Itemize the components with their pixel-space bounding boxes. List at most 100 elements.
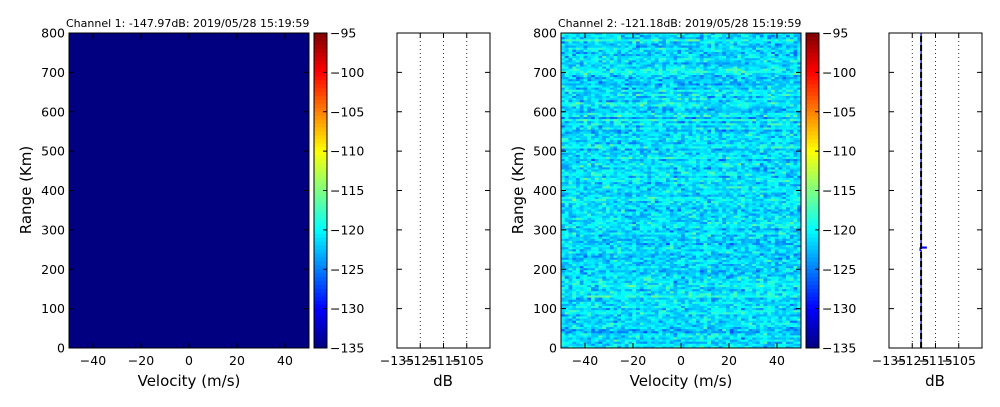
heatmap-cell bbox=[789, 121, 794, 124]
heatmap-cell bbox=[797, 152, 802, 156]
heatmap-cell bbox=[654, 85, 659, 88]
heatmap-cell bbox=[651, 62, 656, 65]
heatmap-cell bbox=[756, 142, 761, 145]
heatmap-cell bbox=[759, 108, 764, 112]
heatmap-cell bbox=[587, 154, 592, 158]
heatmap-cell bbox=[561, 89, 566, 93]
heatmap-cell bbox=[786, 89, 791, 93]
heatmap-cell bbox=[639, 91, 644, 95]
heatmap-cell bbox=[576, 45, 581, 49]
heatmap-cell bbox=[793, 150, 798, 154]
heatmap-cell bbox=[733, 91, 738, 95]
heatmap-cell bbox=[696, 150, 701, 154]
heatmap-cell bbox=[797, 35, 802, 38]
heatmap-cell bbox=[583, 167, 588, 170]
heatmap-cell bbox=[681, 81, 686, 84]
x-tick-label: 20 bbox=[229, 353, 245, 368]
heatmap-cell bbox=[591, 159, 596, 162]
heatmap-cell bbox=[699, 100, 704, 103]
heatmap-cell bbox=[733, 163, 738, 166]
heatmap-cell bbox=[662, 156, 667, 160]
heatmap-cell bbox=[718, 119, 723, 122]
heatmap-cell bbox=[636, 96, 641, 99]
heatmap-cell bbox=[651, 39, 656, 42]
colorbar-segment bbox=[314, 60, 327, 65]
heatmap-cell bbox=[684, 47, 689, 51]
heatmap-cell bbox=[639, 165, 644, 168]
heatmap-cell bbox=[722, 100, 727, 103]
heatmap-cell bbox=[759, 43, 764, 46]
heatmap-cell bbox=[594, 77, 599, 80]
heatmap-cell bbox=[774, 58, 779, 61]
heatmap-cell bbox=[733, 85, 738, 88]
heatmap-cell bbox=[651, 144, 656, 147]
heatmap-cell bbox=[714, 93, 719, 97]
heatmap-cell bbox=[688, 159, 693, 162]
heatmap-cell bbox=[579, 54, 584, 57]
heatmap-cell bbox=[763, 41, 768, 44]
heatmap-cell bbox=[677, 54, 682, 57]
heatmap-cell bbox=[576, 167, 581, 170]
heatmap-cell bbox=[602, 47, 607, 51]
heatmap-cell bbox=[579, 83, 584, 86]
heatmap-cell bbox=[639, 142, 644, 145]
heatmap-cell bbox=[587, 119, 592, 122]
heatmap-cell bbox=[744, 79, 749, 82]
heatmap-cell bbox=[718, 123, 723, 126]
heatmap-cell bbox=[714, 58, 719, 61]
heatmap-cell bbox=[763, 77, 768, 80]
heatmap-cell bbox=[752, 165, 757, 168]
heatmap-cell bbox=[643, 70, 648, 74]
heatmap-cell bbox=[602, 87, 607, 91]
heatmap-cell bbox=[617, 81, 622, 84]
heatmap-cell bbox=[793, 43, 798, 46]
heatmap-cell bbox=[636, 93, 641, 97]
heatmap-cell bbox=[703, 133, 708, 137]
heatmap-cell bbox=[613, 167, 618, 170]
heatmap-cell bbox=[624, 133, 629, 137]
heatmap-cell bbox=[741, 72, 746, 76]
heatmap-cell bbox=[613, 85, 618, 88]
colorbar-segment bbox=[314, 155, 327, 160]
heatmap-cell bbox=[741, 62, 746, 65]
heatmap-cell bbox=[594, 87, 599, 91]
heatmap-cell bbox=[684, 56, 689, 59]
heatmap-cell bbox=[684, 66, 689, 70]
heatmap-cell bbox=[782, 37, 787, 40]
heatmap-cell bbox=[748, 39, 753, 42]
heatmap-cell bbox=[666, 106, 671, 109]
heatmap-cell bbox=[786, 54, 791, 57]
heatmap-cell bbox=[748, 75, 753, 78]
heatmap-cell bbox=[658, 62, 663, 65]
heatmap-cell bbox=[639, 51, 644, 55]
heatmap-cell bbox=[692, 68, 697, 72]
heatmap-cell bbox=[699, 60, 704, 63]
heatmap-cell bbox=[789, 41, 794, 44]
heatmap-cell bbox=[613, 45, 618, 49]
heatmap-cell bbox=[583, 129, 588, 133]
heatmap-cell bbox=[602, 104, 607, 107]
heatmap-cell bbox=[628, 75, 633, 78]
heatmap-cell bbox=[711, 56, 716, 59]
y-tick-label: 500 bbox=[41, 144, 65, 159]
heatmap-cell bbox=[606, 49, 611, 53]
heatmap-cell bbox=[602, 117, 607, 120]
heatmap-cell bbox=[752, 106, 757, 109]
heatmap-cell bbox=[771, 39, 776, 42]
heatmap-cell bbox=[666, 89, 671, 93]
heatmap-cell bbox=[778, 108, 783, 112]
heatmap-cell bbox=[744, 60, 749, 63]
heatmap-cell bbox=[688, 156, 693, 160]
heatmap-cell bbox=[632, 133, 637, 137]
heatmap-cell bbox=[579, 58, 584, 61]
heatmap-cell bbox=[726, 41, 731, 44]
heatmap-cell bbox=[666, 47, 671, 51]
heatmap-cell bbox=[647, 156, 652, 160]
heatmap-cell bbox=[639, 144, 644, 147]
heatmap-cell bbox=[583, 98, 588, 101]
heatmap-cell bbox=[789, 112, 794, 116]
heatmap-cell bbox=[684, 135, 689, 139]
heatmap-cell bbox=[729, 35, 734, 38]
heatmap-cell bbox=[737, 154, 742, 158]
heatmap-cell bbox=[636, 150, 641, 154]
